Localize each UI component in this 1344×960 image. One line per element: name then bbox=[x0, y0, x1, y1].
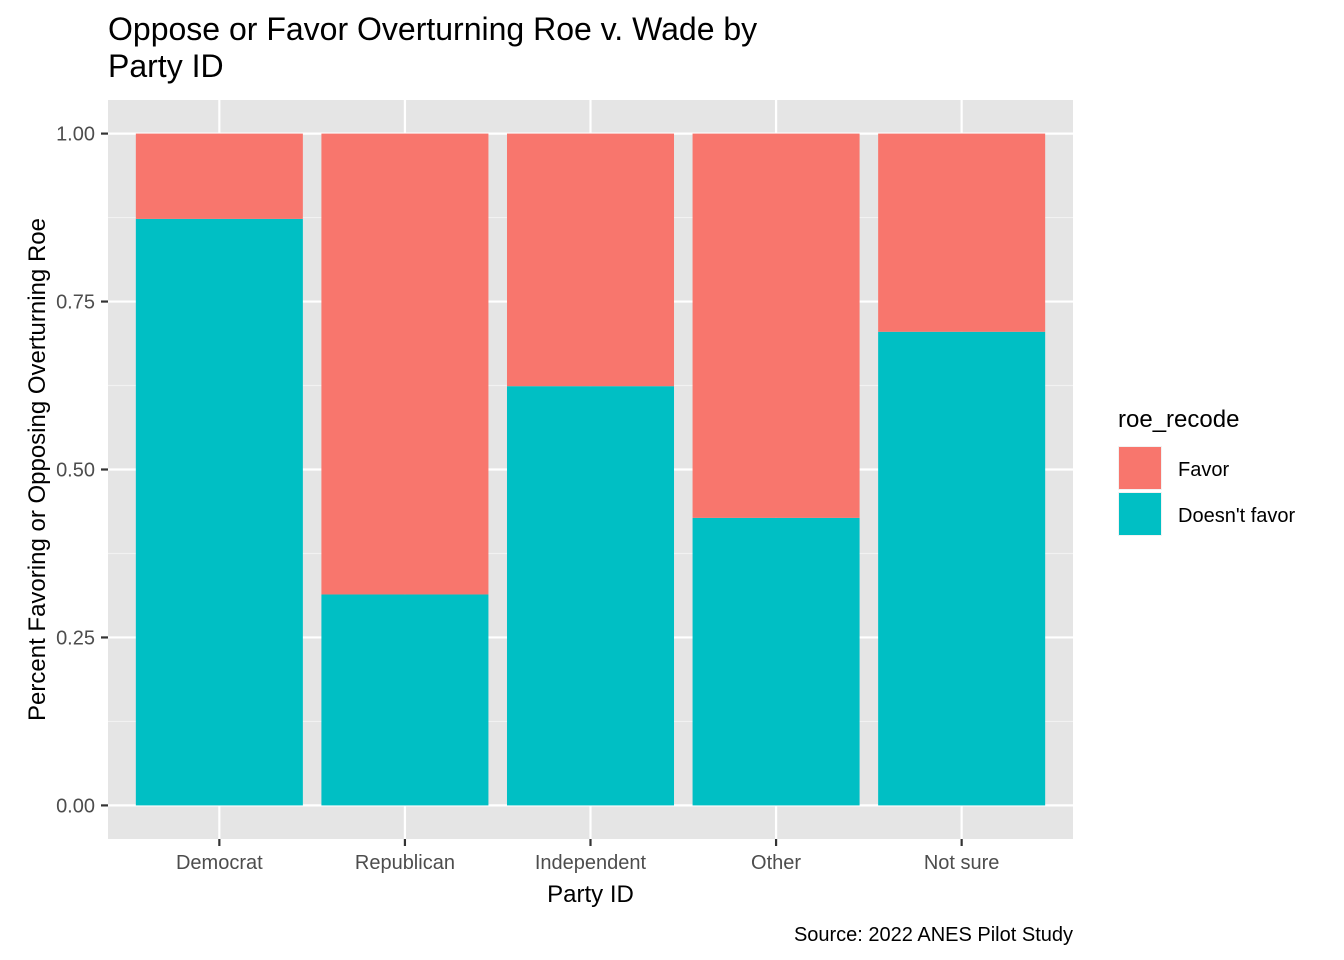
chart-title-line: Party ID bbox=[108, 48, 224, 84]
x-tick-label: Republican bbox=[355, 852, 455, 874]
x-tick-label: Democrat bbox=[176, 852, 263, 874]
y-tick-label: 0.75 bbox=[56, 292, 95, 314]
bar-favor bbox=[506, 133, 675, 387]
y-tick-label: 0.00 bbox=[56, 795, 95, 817]
legend-item: Favor bbox=[1118, 446, 1229, 490]
bar-favor bbox=[321, 133, 489, 595]
legend-title: roe_recode bbox=[1118, 406, 1239, 433]
chart-caption: Source: 2022 ANES Pilot Study bbox=[794, 924, 1073, 946]
chart-title-line: Oppose or Favor Overturning Roe v. Wade … bbox=[108, 11, 757, 47]
bar-favor bbox=[878, 133, 1046, 332]
bar-doesn-t-favor bbox=[135, 218, 303, 806]
y-tick-label: 0.50 bbox=[56, 460, 95, 482]
bar-doesn-t-favor bbox=[692, 517, 860, 806]
y-axis-title: Percent Favoring or Opposing Overturning… bbox=[24, 218, 51, 721]
x-axis-title: Party ID bbox=[547, 881, 634, 908]
chart-title: Oppose or Favor Overturning Roe v. Wade … bbox=[108, 11, 757, 84]
bar-doesn-t-favor bbox=[878, 331, 1046, 806]
x-tick-label: Other bbox=[751, 852, 801, 874]
legend: roe_recode Favor Doesn't favor bbox=[1118, 406, 1296, 536]
bar-favor bbox=[135, 133, 303, 219]
legend-key bbox=[1119, 447, 1161, 489]
x-tick-label: Not sure bbox=[924, 852, 1000, 874]
bar-doesn-t-favor bbox=[506, 386, 675, 806]
bar-doesn-t-favor bbox=[321, 594, 489, 806]
x-tick-label: Independent bbox=[535, 852, 647, 874]
legend-key bbox=[1119, 493, 1161, 535]
legend-label: Doesn't favor bbox=[1178, 505, 1296, 527]
bars bbox=[135, 133, 1046, 806]
bar-favor bbox=[692, 133, 860, 518]
legend-label: Favor bbox=[1178, 459, 1229, 481]
y-tick-label: 0.25 bbox=[56, 627, 95, 649]
y-tick-label: 1.00 bbox=[56, 124, 95, 146]
y-axis: 0.00 0.25 0.50 0.75 1.00 bbox=[56, 124, 108, 817]
legend-item: Doesn't favor bbox=[1118, 492, 1296, 536]
x-axis: Democrat Republican Independent Other Not su… bbox=[176, 839, 999, 874]
